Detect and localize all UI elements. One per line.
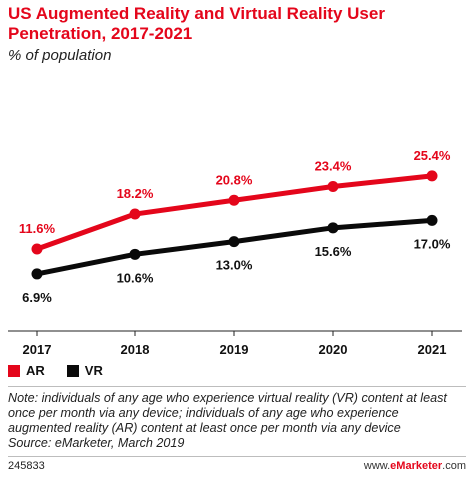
brand-link[interactable]: www.eMarketer.com <box>364 460 466 472</box>
legend-label-ar: AR <box>26 363 45 378</box>
data-label-ar-2017: 11.6% <box>19 221 56 236</box>
data-label-vr-2017: 6.9% <box>22 290 52 305</box>
x-tick-label-2020: 2020 <box>319 342 348 357</box>
data-point-ar-2018 <box>129 208 141 220</box>
source-text: Source: eMarketer, March 2019 <box>8 436 185 450</box>
brand-name: eMarketer <box>390 460 443 472</box>
legend-label-vr: VR <box>84 363 103 378</box>
brand-prefix: www. <box>363 460 391 472</box>
chart-title: US Augmented Reality and Virtual Reality… <box>8 4 385 43</box>
data-label-vr-2020: 15.6% <box>315 244 352 259</box>
data-label-vr-2018: 10.6% <box>117 270 154 285</box>
x-tick-label-2018: 2018 <box>121 342 150 357</box>
legend-item-ar: AR <box>8 363 45 378</box>
data-point-ar-2020 <box>327 180 339 192</box>
x-tick-label-2021: 2021 <box>418 342 447 357</box>
x-tick-label-2019: 2019 <box>220 342 249 357</box>
footer: 245833 www.eMarketer.com <box>8 460 466 474</box>
x-tick-label-2017: 2017 <box>23 342 52 357</box>
data-label-ar-2018: 18.2% <box>117 186 154 201</box>
brand-suffix: .com <box>442 460 466 472</box>
data-point-vr-2020 <box>327 222 339 234</box>
legend-swatch-vr <box>66 364 79 377</box>
data-point-ar-2021 <box>426 170 438 182</box>
data-label-vr-2021: 17.0% <box>414 236 451 251</box>
divider-top <box>8 386 466 387</box>
legend: AR VR <box>8 363 103 378</box>
note-text: Note: individuals of any age who experie… <box>8 391 447 435</box>
data-point-vr-2019 <box>228 236 240 248</box>
divider-bottom <box>8 456 466 457</box>
data-point-vr-2017 <box>31 268 43 280</box>
chart-id: 245833 <box>8 460 45 472</box>
data-point-ar-2019 <box>228 194 240 206</box>
chart-note: Note: individuals of any age who experie… <box>8 391 463 451</box>
data-point-vr-2021 <box>426 214 438 226</box>
data-point-vr-2018 <box>129 248 141 260</box>
legend-item-vr: VR <box>66 363 103 378</box>
data-label-ar-2019: 20.8% <box>216 172 253 187</box>
legend-swatch-ar <box>8 364 20 377</box>
data-label-ar-2021: 25.4% <box>414 148 451 163</box>
line-chart: 11.6% 18.2% 20.8% 23.4% 25.4% 6.9% 10.6% 13.0% 1… <box>8 148 462 357</box>
data-point-ar-2017 <box>31 243 43 255</box>
data-label-ar-2020: 23.4% <box>315 158 352 173</box>
chart-subtitle: % of population <box>8 47 112 64</box>
data-label-vr-2019: 13.0% <box>216 258 253 273</box>
